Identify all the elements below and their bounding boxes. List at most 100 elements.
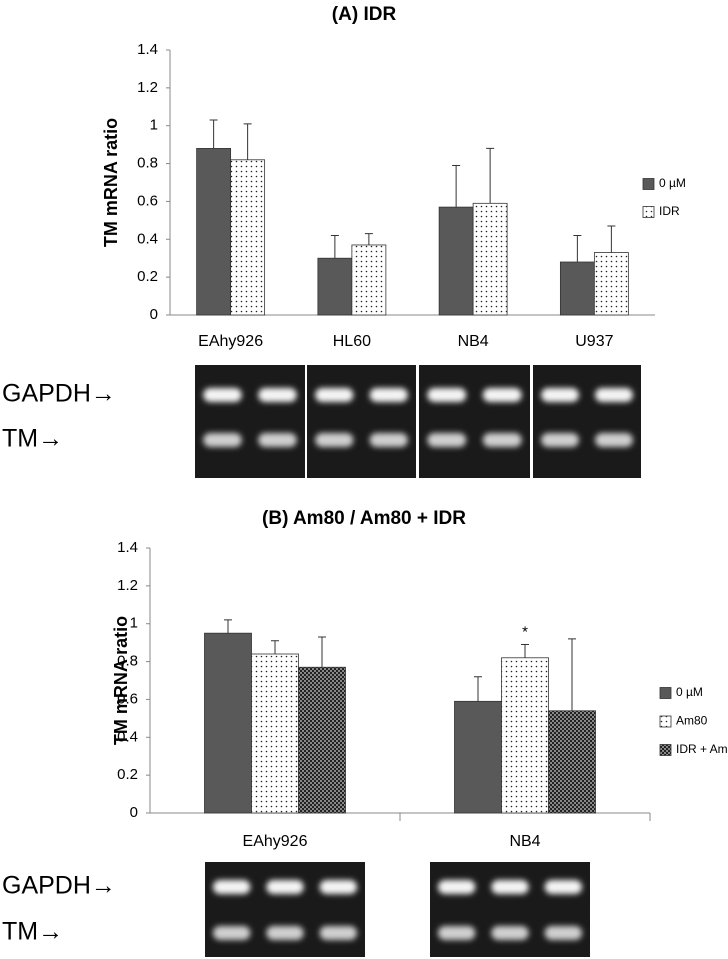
bar — [317, 257, 353, 316]
bar — [196, 148, 232, 316]
chart-title: (B) Am80 / Am80 + IDR — [262, 508, 466, 529]
y-axis-label: TM mRNA ratio — [101, 118, 121, 247]
gel-band — [213, 880, 251, 894]
chart-title: (A) IDR — [332, 4, 397, 25]
gel-label: GAPDH→ — [2, 380, 116, 408]
bar — [454, 700, 502, 814]
error-bar — [271, 640, 279, 654]
gel-band — [258, 388, 297, 402]
y-axis-label: TM mRNA ratio — [111, 616, 131, 745]
x-tick-label: EAhy926 — [198, 333, 263, 350]
gel-band — [438, 926, 476, 940]
gel-band — [491, 926, 529, 940]
error-bar — [330, 235, 339, 259]
gel-band — [595, 388, 633, 402]
gel-label: GAPDH→ — [2, 872, 116, 900]
gel-band — [427, 433, 467, 447]
gel-band — [266, 926, 304, 940]
gel-band — [544, 926, 582, 940]
legend-label: IDR + Am80 — [676, 742, 728, 756]
gel-label: TM→ — [2, 425, 63, 453]
legend-label: 0 µM — [676, 685, 703, 699]
bar — [548, 710, 596, 814]
gel-band — [369, 388, 408, 402]
gel-band — [491, 880, 529, 894]
legend-swatch — [659, 687, 672, 699]
gel-band — [203, 388, 242, 402]
x-tick-label: NB4 — [458, 333, 489, 350]
error-bar — [224, 619, 232, 634]
y-tick-label: 1 — [130, 615, 138, 632]
legend-label: IDR — [659, 204, 680, 218]
gel-band — [427, 388, 467, 402]
legend-swatch — [659, 744, 672, 756]
gel-band — [266, 880, 304, 894]
legend-swatch — [642, 206, 655, 218]
bar — [438, 206, 474, 316]
gel-panel — [419, 365, 530, 478]
bar — [351, 244, 387, 316]
gel-panel — [533, 365, 641, 478]
bar — [593, 252, 629, 316]
gel-panel — [205, 862, 365, 957]
error-bar — [568, 638, 576, 711]
gel-band — [319, 926, 357, 940]
legend-label: 0 µM — [659, 176, 686, 190]
gel-band — [595, 433, 633, 447]
gel-band — [482, 388, 522, 402]
y-tick-label: 0.6 — [117, 690, 138, 707]
error-bar — [318, 636, 326, 668]
y-tick-label: 0.8 — [117, 653, 138, 670]
error-bar — [573, 235, 582, 262]
legend-label: Am80 — [676, 714, 708, 728]
bar — [472, 202, 508, 316]
y-tick-label: 1.4 — [117, 539, 138, 556]
bar — [501, 657, 549, 814]
gel-band — [203, 433, 242, 447]
gel-band — [544, 880, 582, 894]
annotation: * — [522, 624, 528, 641]
gel-band — [541, 433, 579, 447]
bar — [204, 632, 252, 814]
error-bar — [486, 147, 495, 204]
gel-panel — [195, 365, 305, 478]
bar — [251, 653, 299, 814]
gel-label: TM→ — [2, 918, 63, 946]
gel-band — [482, 433, 522, 447]
x-tick-label: EAhy926 — [243, 833, 308, 850]
error-bar — [209, 119, 218, 149]
gel-panel — [307, 365, 416, 478]
y-tick-label: 1 — [150, 117, 158, 134]
gel-band — [541, 388, 579, 402]
y-tick-label: 0.2 — [137, 268, 158, 285]
legend-swatch — [642, 178, 655, 190]
y-tick-label: 0.8 — [137, 155, 158, 172]
gel-panel — [430, 862, 590, 957]
gel-band — [438, 880, 476, 894]
y-tick-label: 0.4 — [137, 230, 158, 247]
x-tick-label: NB4 — [509, 833, 540, 850]
bar — [559, 261, 595, 316]
y-tick-label: 0.4 — [117, 728, 138, 745]
y-tick-label: 0 — [150, 306, 158, 323]
gel-band — [319, 880, 357, 894]
legend-swatch — [659, 715, 672, 728]
y-tick-label: 0.6 — [137, 192, 158, 209]
error-bar — [243, 123, 252, 160]
x-tick-label: HL60 — [333, 333, 371, 350]
y-tick-label: 0.2 — [117, 766, 138, 783]
gel-band — [258, 433, 297, 447]
x-tick-label: U937 — [575, 333, 613, 350]
error-bar — [521, 644, 529, 658]
gel-band — [369, 433, 408, 447]
gel-band — [315, 388, 354, 402]
gel-band — [315, 433, 354, 447]
y-tick-label: 1.2 — [137, 79, 158, 96]
bar — [298, 666, 346, 814]
error-bar — [364, 233, 373, 245]
gel-band — [213, 926, 251, 940]
error-bar — [607, 225, 616, 253]
bar — [230, 159, 266, 316]
y-tick-label: 0 — [130, 804, 138, 821]
